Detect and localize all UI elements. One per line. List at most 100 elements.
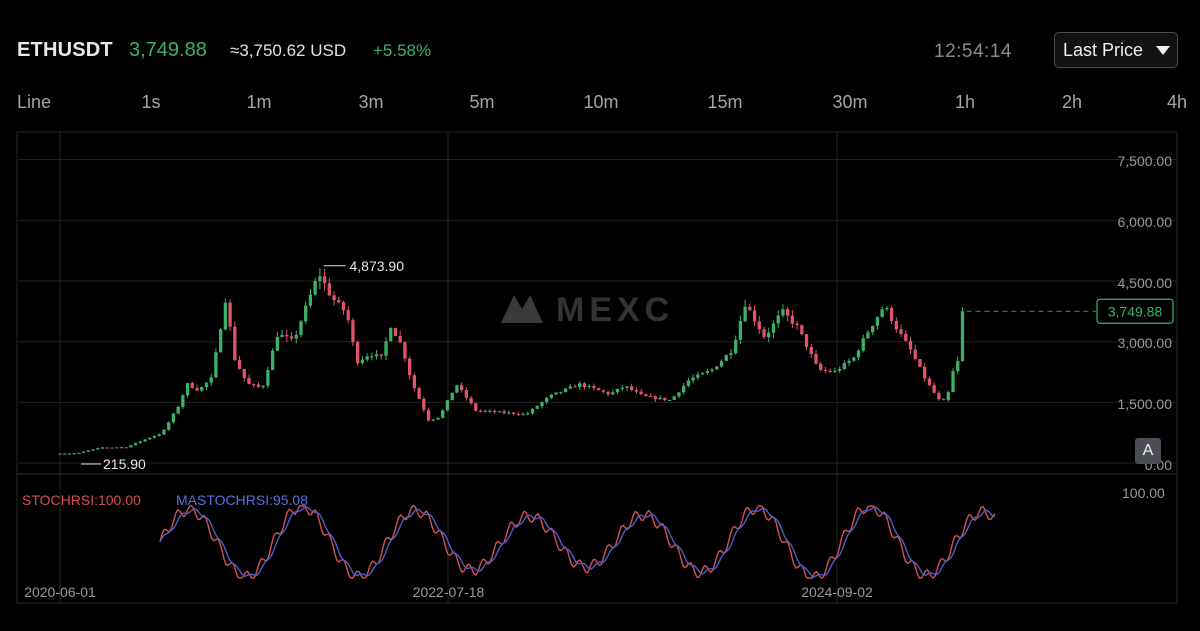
candle-body bbox=[72, 453, 76, 455]
candle-body bbox=[729, 353, 733, 356]
candle-body bbox=[502, 411, 506, 413]
candle-body bbox=[946, 392, 950, 401]
candle-body bbox=[823, 370, 828, 372]
candle-body bbox=[535, 406, 539, 409]
interval-tab-10m[interactable]: 10m bbox=[583, 92, 619, 112]
mexc-watermark: MEXC bbox=[501, 291, 669, 329]
candle-body bbox=[937, 392, 941, 400]
candle-body bbox=[696, 374, 700, 378]
current-price-tag-label: 3,749.88 bbox=[1108, 303, 1163, 319]
candle-body bbox=[596, 388, 601, 391]
candle-body bbox=[110, 447, 114, 449]
ticker-header: ETHUSDT 3,749.88 ≈3,750.62 USD +5.58% 12… bbox=[0, 0, 1200, 90]
candle-body bbox=[700, 372, 705, 375]
candle-body bbox=[620, 387, 624, 389]
candle-body bbox=[138, 441, 142, 443]
candle-body bbox=[63, 453, 67, 455]
candle-body bbox=[691, 377, 695, 381]
interval-tab-1m[interactable]: 1m bbox=[246, 92, 272, 112]
max-price-label: 4,873.90 bbox=[350, 258, 405, 274]
candle-body bbox=[960, 311, 965, 361]
candle-body bbox=[842, 362, 847, 369]
price-axis-tick: 1,500.00 bbox=[1118, 396, 1173, 412]
candle-body bbox=[77, 452, 81, 454]
candle-body bbox=[771, 323, 776, 333]
stochrsi-axis-label: 100.00 bbox=[1122, 485, 1165, 501]
candle-body bbox=[653, 396, 658, 400]
price-mode-dropdown[interactable]: Last Price bbox=[1054, 32, 1178, 68]
candle-body bbox=[644, 394, 648, 397]
candle-body bbox=[781, 309, 785, 316]
interval-tab-line[interactable]: Line bbox=[17, 92, 52, 112]
caret-down-icon bbox=[1156, 46, 1170, 55]
candle-body bbox=[682, 385, 686, 393]
interval-tab-15m[interactable]: 15m bbox=[707, 92, 743, 112]
interval-tab-3m[interactable]: 3m bbox=[358, 92, 384, 112]
candles bbox=[58, 268, 965, 455]
interval-tab-1h[interactable]: 1h bbox=[954, 92, 976, 112]
candle-body bbox=[223, 302, 228, 330]
price-axis-tick: 6,000.00 bbox=[1118, 214, 1173, 230]
candle-body bbox=[445, 400, 450, 411]
candle-body bbox=[762, 329, 766, 338]
candle-body bbox=[474, 403, 478, 411]
candle-body bbox=[889, 307, 894, 322]
candle-body bbox=[837, 368, 842, 371]
candle-body bbox=[804, 334, 809, 348]
candle-body bbox=[554, 392, 558, 395]
candle-body bbox=[743, 306, 747, 322]
interval-tab-5m[interactable]: 5m bbox=[469, 92, 495, 112]
auto-scale-button[interactable]: A bbox=[1135, 438, 1161, 464]
stochrsi-pane: 100.00 bbox=[159, 485, 1165, 579]
candle-body bbox=[545, 397, 549, 403]
candle-body bbox=[167, 422, 171, 430]
symbol-name[interactable]: ETHUSDT bbox=[17, 39, 113, 61]
interval-tab-30m[interactable]: 30m bbox=[832, 92, 868, 112]
candle-body bbox=[752, 310, 757, 322]
mastochrsi-label: MASTOCHRSI:95.08 bbox=[176, 492, 309, 508]
candle-body bbox=[497, 411, 502, 413]
candle-body bbox=[252, 384, 256, 386]
candle-body bbox=[578, 383, 582, 388]
change-percent: +5.58% bbox=[373, 41, 432, 60]
candle-body bbox=[540, 402, 544, 407]
candle-body bbox=[488, 410, 492, 412]
candle-body bbox=[356, 342, 360, 364]
candle-body bbox=[133, 442, 138, 446]
candle-body bbox=[171, 413, 176, 423]
candle-body bbox=[894, 321, 898, 330]
candle-body bbox=[719, 360, 724, 367]
clock-time: 12:54:14 bbox=[934, 41, 1012, 62]
candle-body bbox=[459, 385, 464, 391]
interval-tab-2h[interactable]: 2h bbox=[1061, 92, 1083, 112]
candle-body bbox=[875, 316, 880, 326]
candle-body bbox=[152, 436, 157, 438]
candle-body bbox=[299, 321, 303, 335]
candle-body bbox=[441, 410, 445, 418]
candle-body bbox=[384, 341, 388, 356]
candle-body bbox=[904, 334, 908, 341]
candle-body bbox=[611, 392, 615, 395]
candle-body bbox=[228, 302, 232, 327]
price-axis-labels: 7,500.00 6,000.00 4,500.00 3,000.00 1,500.00… bbox=[1118, 153, 1173, 473]
candle-body bbox=[913, 349, 917, 360]
candle-body bbox=[407, 358, 412, 376]
candle-body bbox=[785, 309, 790, 316]
candle-body bbox=[351, 320, 355, 343]
candle-body bbox=[143, 439, 147, 442]
candle-body bbox=[800, 325, 804, 335]
interval-tab-4h[interactable]: 4h bbox=[1166, 92, 1188, 112]
candle-body bbox=[767, 332, 771, 338]
candle-body bbox=[256, 384, 261, 387]
candle-body bbox=[724, 355, 728, 361]
time-axis-tick: 2022-07-18 bbox=[413, 584, 485, 600]
candle-body bbox=[927, 378, 932, 386]
candle-body bbox=[478, 410, 483, 412]
candle-body bbox=[100, 447, 105, 449]
candle-body bbox=[389, 328, 393, 342]
candle-body bbox=[181, 395, 185, 407]
candle-body bbox=[204, 382, 209, 387]
candle-body bbox=[880, 309, 884, 317]
interval-tab-1s[interactable]: 1s bbox=[141, 92, 161, 112]
